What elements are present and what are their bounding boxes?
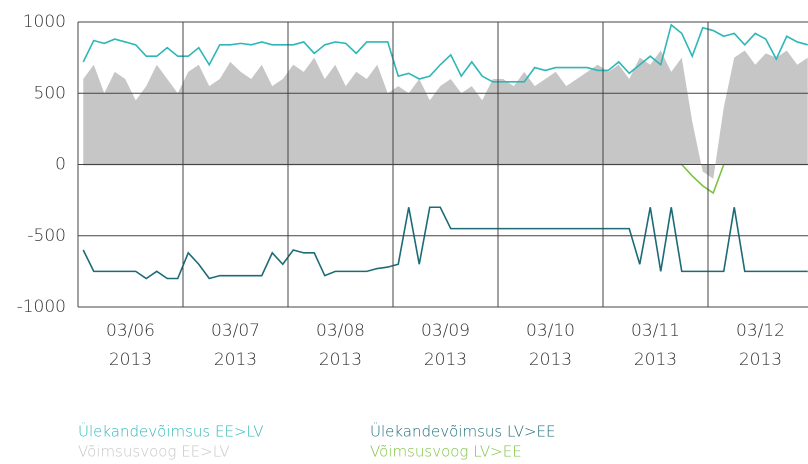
y-tick-label: -1000	[17, 297, 66, 317]
legend-entry: Võimsusvoog EE>LV	[78, 443, 230, 461]
x-tick-year: 2013	[214, 350, 257, 370]
x-tick-label: 03/06	[106, 321, 155, 341]
x-tick-year: 2013	[634, 350, 677, 370]
x-tick-year: 2013	[319, 350, 362, 370]
y-tick-label: 500	[34, 83, 66, 103]
line	[82, 23, 808, 83]
legend-entry: Ülekandevõimsus EE>LV	[78, 422, 263, 441]
area	[83, 50, 808, 179]
legend-entry: Võimsusvoog LV>EE	[370, 443, 522, 461]
line	[82, 206, 808, 280]
legend-entry: Ülekandevõimsus LV>EE	[370, 422, 555, 441]
y-tick-label: 1000	[23, 12, 66, 32]
x-tick-year: 2013	[529, 350, 572, 370]
x-tick-label: 03/10	[526, 321, 575, 341]
y-tick-label: -500	[27, 226, 66, 246]
x-tick-label: 03/07	[211, 321, 260, 341]
y-tick-label: 0	[55, 155, 66, 175]
line	[83, 163, 808, 195]
x-tick-year: 2013	[739, 350, 782, 370]
x-tick-label: 03/12	[736, 321, 785, 341]
x-tick-label: 03/08	[316, 321, 365, 341]
x-tick-year: 2013	[109, 350, 152, 370]
x-tick-year: 2013	[424, 350, 467, 370]
x-tick-label: 03/11	[631, 321, 680, 341]
x-tick-label: 03/09	[421, 321, 470, 341]
